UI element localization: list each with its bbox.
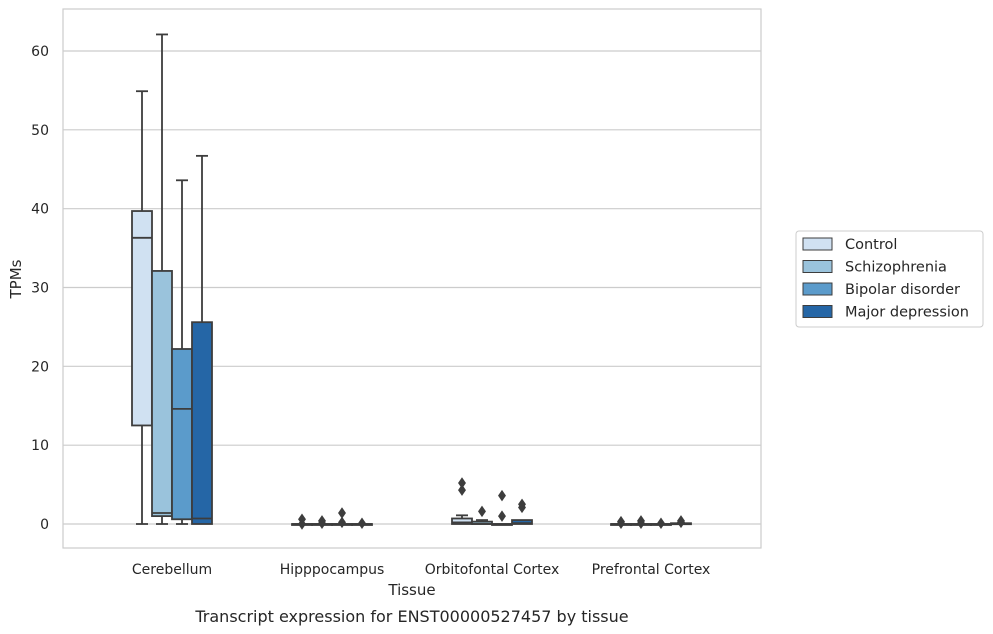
outlier-point — [498, 489, 506, 502]
legend-label: Schizophrenia — [845, 260, 947, 276]
outlier-point — [518, 498, 526, 511]
outlier-point — [338, 507, 346, 519]
box-bipolar-disorder — [331, 507, 353, 529]
x-tick-label: Cerebellum — [132, 562, 212, 578]
box-control — [451, 477, 473, 525]
box-schizophrenia — [151, 33, 173, 525]
plot-area — [62, 8, 762, 549]
outlier-point — [657, 517, 665, 529]
x-tick-labels: Cerebellum Hipppocampus Orbitofontal Corte… — [132, 562, 710, 578]
legend-swatch — [802, 282, 833, 296]
box-control — [291, 513, 313, 530]
box-marks — [131, 33, 692, 530]
y-axis-label: TPMs — [7, 259, 25, 299]
legend-swatch — [802, 260, 833, 273]
box-control — [610, 515, 632, 529]
y-tick-label: 10 — [31, 438, 49, 454]
outlier-point — [637, 515, 645, 527]
box-body — [191, 321, 213, 525]
box-major-depression — [670, 515, 692, 529]
outlier-point — [338, 516, 346, 529]
x-axis-label: Tissue — [387, 581, 435, 599]
box-body — [131, 210, 153, 427]
box-bipolar-disorder — [491, 489, 513, 526]
outlier-point — [358, 517, 366, 529]
box-schizophrenia — [630, 515, 652, 529]
y-tick-label: 40 — [31, 202, 49, 218]
box-major-depression — [191, 154, 213, 525]
box-body — [171, 348, 193, 521]
y-tick-label: 20 — [31, 359, 49, 375]
legend-label: Control — [845, 237, 897, 253]
box-body — [151, 270, 173, 518]
y-tick-label: 50 — [31, 123, 49, 139]
x-tick-label: Orbitofontal Cortex — [425, 562, 560, 578]
outlier-point — [677, 515, 685, 527]
outlier-point — [498, 510, 506, 522]
box-major-depression — [511, 498, 533, 525]
x-tick-label: Prefrontal Cortex — [592, 562, 711, 578]
y-tick-label: 0 — [40, 517, 49, 533]
outlier-point — [617, 515, 625, 528]
outlier-point — [458, 484, 466, 496]
outlier-point — [458, 477, 466, 489]
box-bipolar-disorder — [650, 517, 672, 529]
box-schizophrenia — [471, 505, 493, 525]
legend-swatch — [802, 237, 833, 251]
box-bipolar-disorder — [171, 179, 193, 525]
outlier-point — [298, 513, 306, 525]
y-tick-label: 60 — [31, 44, 49, 60]
legend: Control Schizophrenia Bipolar disorder Majo… — [795, 230, 984, 328]
legend-label: Bipolar disorder — [845, 282, 960, 298]
chart-caption: Transcript expression for ENST0000052745… — [194, 607, 628, 626]
y-tick-labels: 0 10 20 30 40 50 60 — [31, 44, 49, 533]
outlier-point — [478, 505, 486, 518]
legend-swatch — [802, 305, 833, 318]
box-schizophrenia — [311, 515, 333, 529]
legend-frame — [795, 230, 984, 328]
x-tick-label: Hipppocampus — [280, 562, 385, 578]
box-control — [131, 90, 153, 525]
box-major-depression — [351, 517, 373, 529]
outlier-point — [318, 515, 326, 527]
legend-label: Major depression — [845, 305, 969, 321]
y-tick-label: 30 — [31, 281, 49, 297]
